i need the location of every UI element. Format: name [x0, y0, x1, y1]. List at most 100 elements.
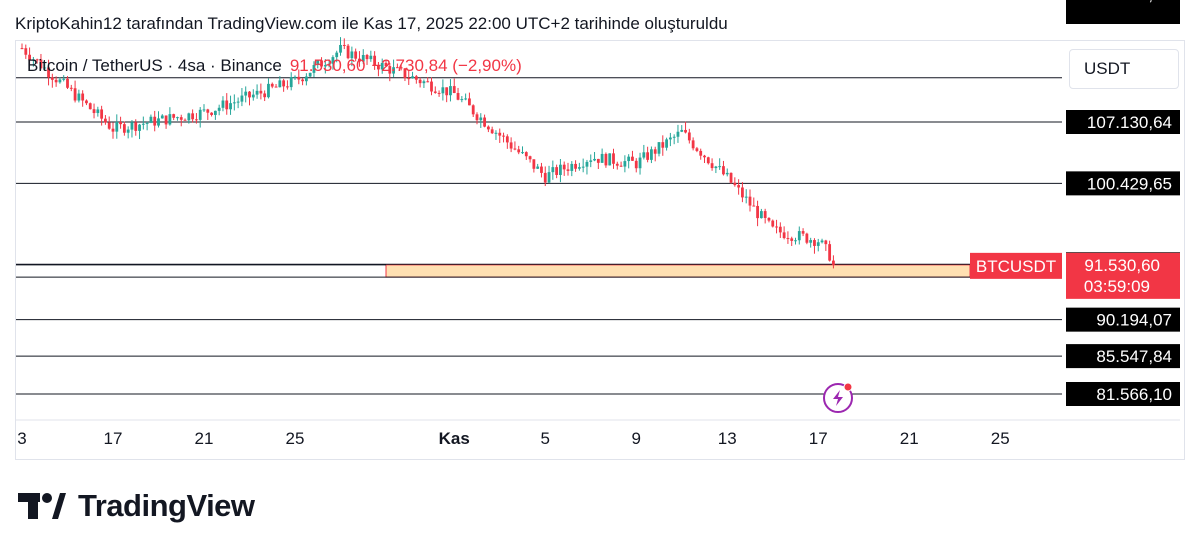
candle-up: [255, 90, 259, 95]
candle-up: [816, 242, 820, 246]
candle-down: [100, 109, 104, 119]
price-scale-label-bg: [1066, 344, 1180, 369]
candle-up: [244, 91, 248, 96]
candle-up: [168, 114, 172, 125]
candle-down: [532, 159, 536, 169]
candle-down: [555, 167, 559, 175]
candle-down: [468, 98, 471, 106]
lightning-glyph: [833, 390, 843, 406]
candle-up: [130, 122, 134, 130]
candle-down: [107, 122, 111, 129]
candle-down: [646, 152, 650, 160]
x-tick-label: 25: [991, 429, 1010, 448]
tradingview-brand[interactable]: TradingView: [18, 488, 255, 524]
currency-selector[interactable]: USDT: [1069, 49, 1179, 89]
candle-down: [475, 114, 479, 121]
candle-up: [650, 149, 653, 160]
candle-up: [642, 152, 646, 158]
candle-down: [596, 158, 600, 163]
candle-down: [39, 59, 43, 69]
candle-up: [464, 98, 468, 100]
x-tick-label: 3: [17, 429, 26, 448]
candle-down: [20, 48, 24, 50]
candle-down: [722, 166, 725, 175]
candle-up: [232, 102, 236, 104]
candle-up: [759, 211, 763, 219]
candle-up: [494, 132, 498, 134]
candle-up: [187, 113, 191, 121]
candle-down: [301, 79, 304, 82]
price-scale-label: 107.130,64: [1087, 113, 1172, 132]
candle-up: [176, 117, 179, 119]
candle-down: [134, 122, 138, 131]
chart-frame: [15, 40, 1185, 460]
candle-down: [486, 126, 490, 130]
price-scale-label-bg: [1066, 171, 1180, 196]
candle-down: [763, 211, 767, 218]
candle-down: [111, 128, 115, 132]
candle-up: [62, 78, 66, 80]
candle-up: [657, 142, 661, 154]
candle-down: [104, 118, 107, 123]
candle-up: [380, 62, 384, 70]
candle-down: [28, 54, 31, 61]
candle-down: [505, 136, 509, 143]
candle-down: [612, 153, 615, 164]
candle-down: [771, 220, 775, 227]
candle-up: [577, 167, 581, 169]
candle-up: [312, 65, 316, 73]
candle-down: [782, 232, 786, 239]
x-tick-label: 17: [104, 429, 123, 448]
candle-down: [502, 135, 505, 137]
candle-down: [183, 119, 187, 121]
candle-up: [593, 158, 596, 161]
candle-down: [661, 142, 665, 148]
candle-up: [198, 109, 202, 120]
x-tick-label: 17: [809, 429, 828, 448]
candle-up: [157, 118, 160, 126]
candle-up: [460, 99, 464, 101]
candle-down: [729, 172, 733, 183]
candle-down: [85, 100, 88, 104]
candle-down: [399, 67, 403, 69]
candle-up: [160, 115, 164, 119]
candle-up: [547, 172, 551, 183]
candle-down: [206, 109, 210, 113]
candle-down: [365, 55, 369, 60]
candle-down: [775, 226, 778, 228]
candle-up: [714, 166, 718, 169]
candle-down: [395, 67, 399, 69]
candle-down: [524, 152, 528, 157]
candle-down: [270, 83, 274, 87]
candle-up: [581, 166, 585, 168]
candle-up: [744, 196, 748, 198]
candle-up: [672, 136, 676, 138]
symbol-legend[interactable]: Bitcoin / TetherUS · 4sa · Binance 91.530…: [27, 56, 522, 76]
candle-down: [543, 172, 547, 183]
alert-badge-dot: [843, 382, 853, 392]
candle-up: [323, 65, 327, 67]
candle-up: [217, 107, 221, 111]
candle-up: [680, 129, 684, 132]
candle-down: [805, 233, 809, 243]
candle-up: [665, 139, 668, 148]
candle-up: [559, 164, 562, 175]
candle-down: [445, 87, 449, 96]
candle-up: [392, 67, 395, 74]
last-price-tag-bg: [1066, 252, 1180, 299]
candle-down: [687, 132, 691, 141]
last-price: 91.530,60: [289, 56, 366, 75]
price-scale-label-bg: [1066, 307, 1180, 332]
symbol-tag: BTCUSDT: [976, 257, 1056, 276]
candle-down: [456, 92, 460, 100]
candle-up: [308, 72, 312, 77]
candle-down: [706, 157, 710, 164]
candle-down: [737, 185, 741, 188]
candle-down: [778, 226, 782, 233]
candle-down: [88, 103, 92, 110]
candle-down: [748, 196, 752, 206]
candle-up: [411, 76, 414, 79]
candle-down: [562, 164, 566, 170]
x-tick-label: 13: [718, 429, 737, 448]
